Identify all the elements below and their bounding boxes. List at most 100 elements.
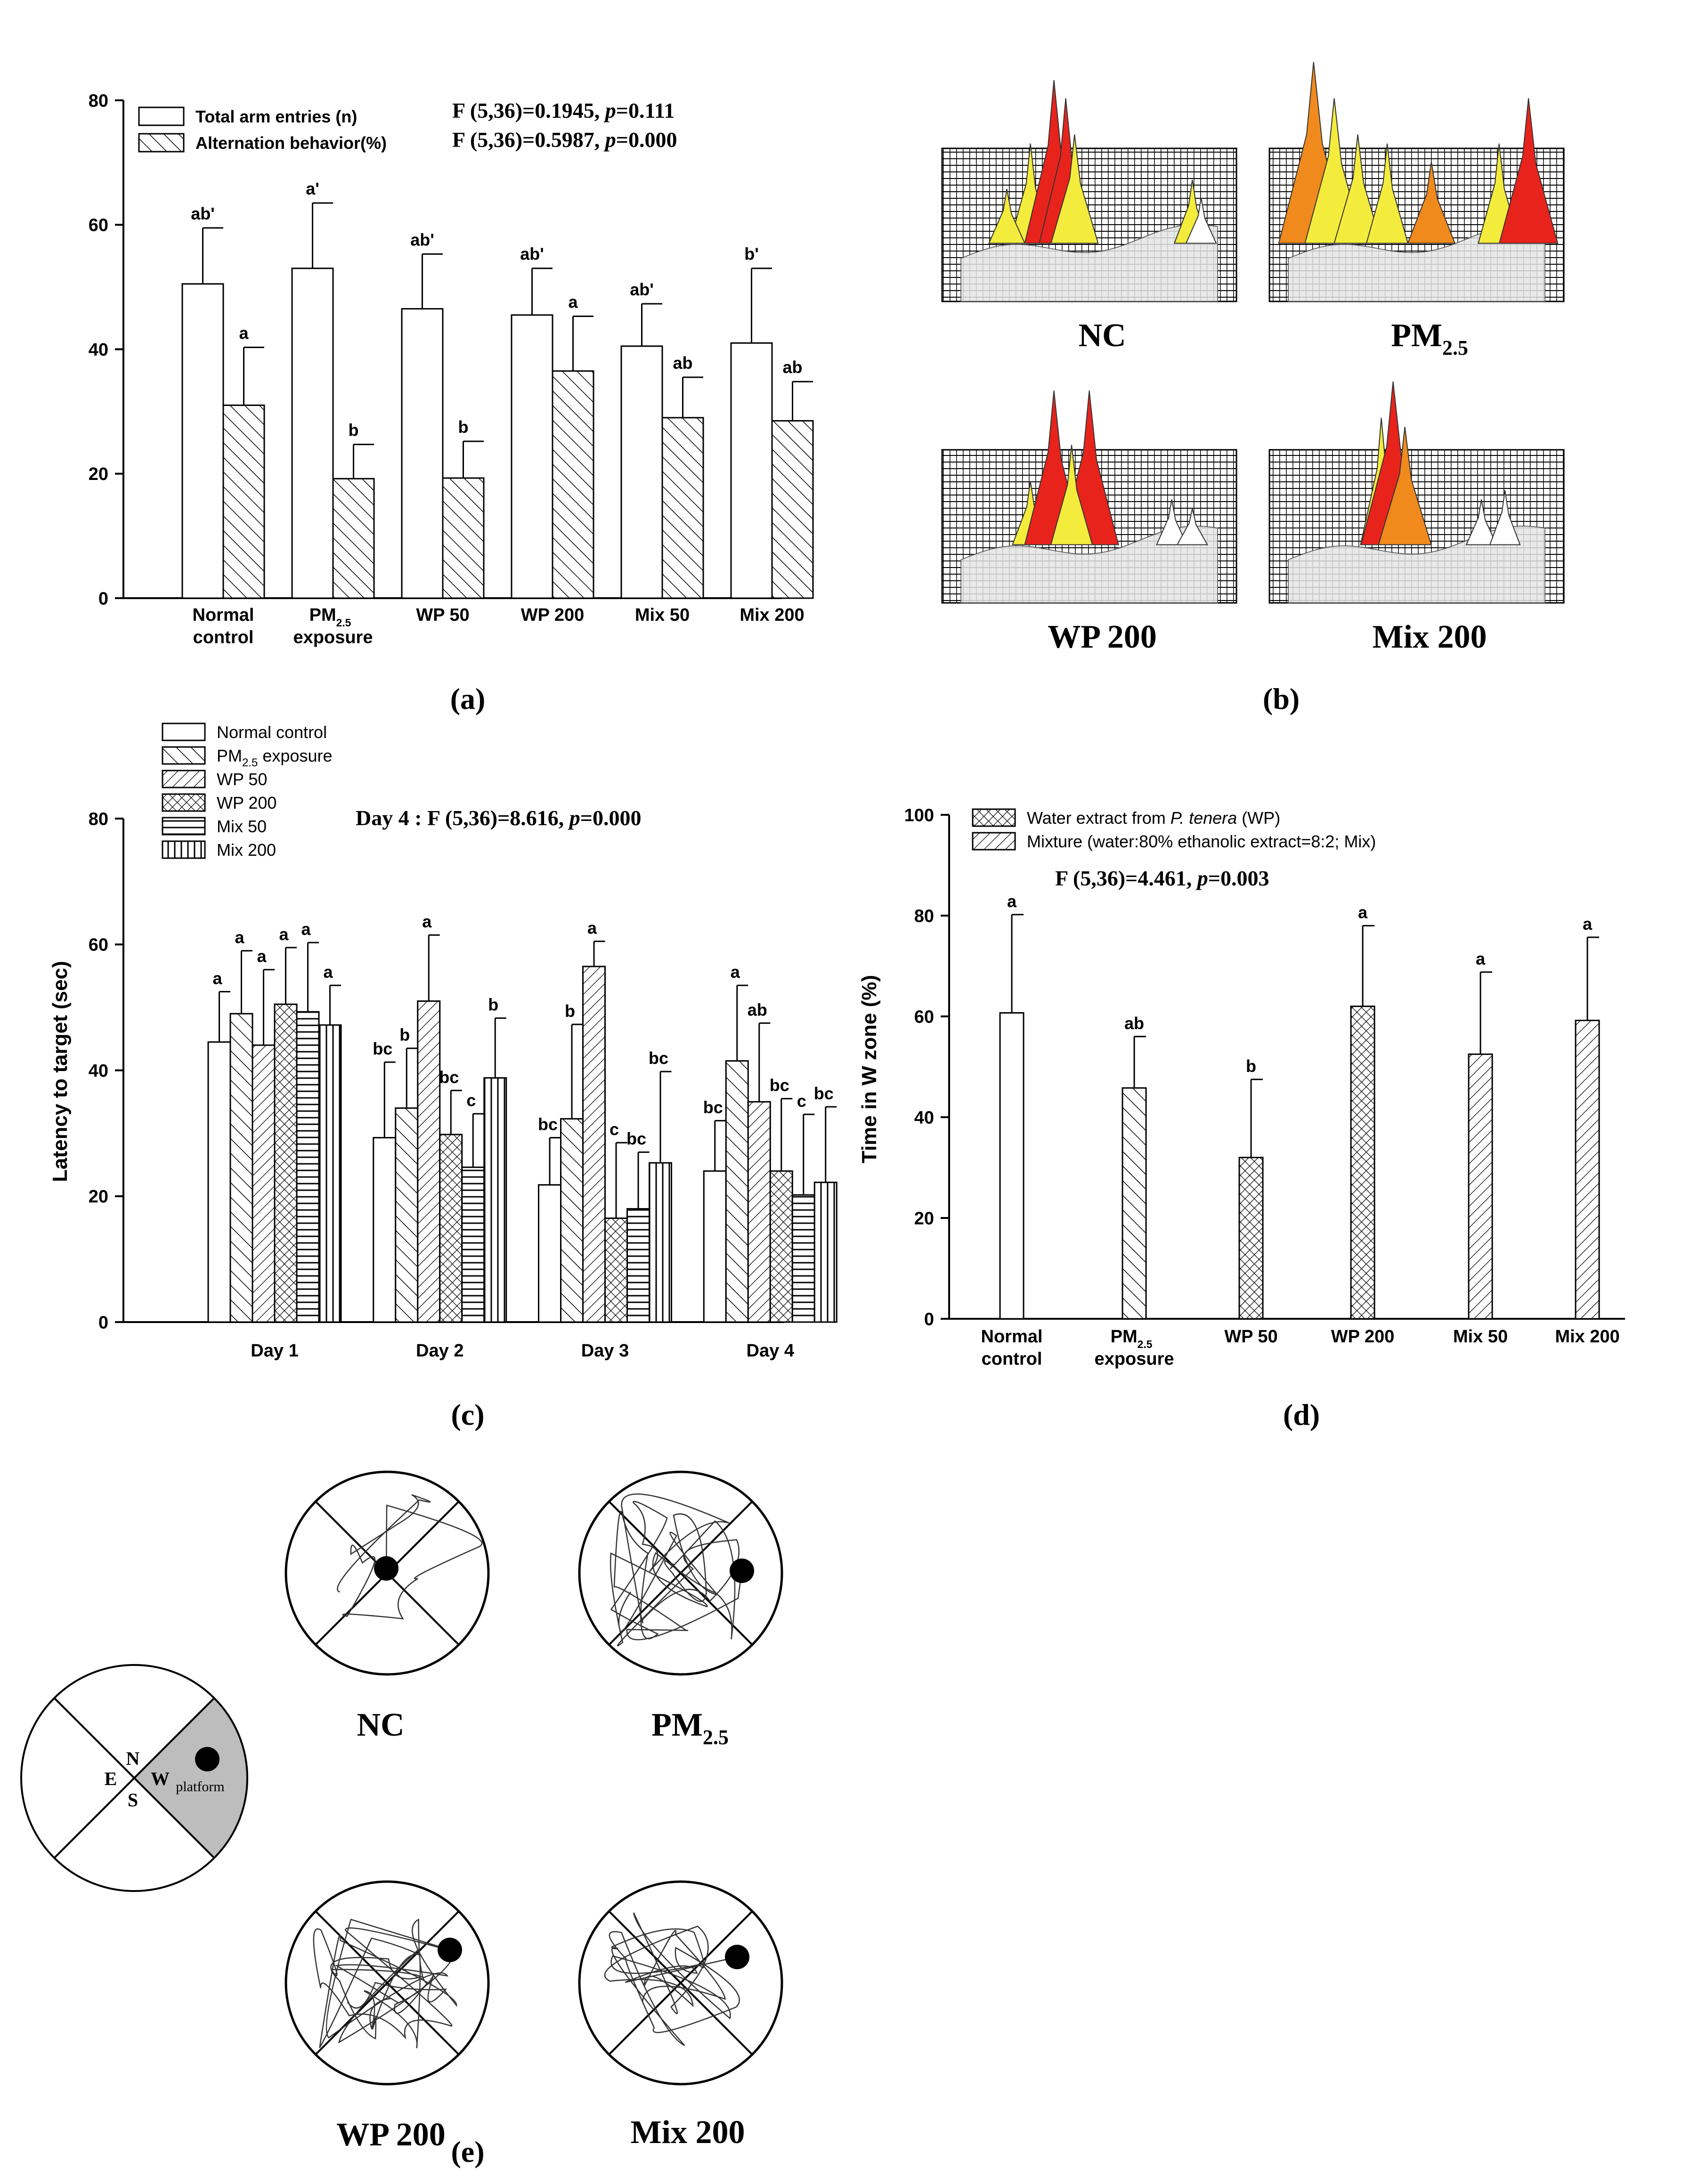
y-tick-label: 40 xyxy=(914,1108,934,1128)
significance-label: ab xyxy=(748,1000,767,1019)
legend-swatch xyxy=(162,817,206,836)
legend-swatch xyxy=(162,746,206,765)
swim-path-pool-wp-200: WP 200 xyxy=(285,1880,490,2153)
bar-wp-50-day-4 xyxy=(747,1101,771,1323)
significance-label: bc xyxy=(703,1097,723,1117)
heatmap-label-wp-200: WP 200 xyxy=(1048,619,1156,655)
heatmap-plot-mix-200: Mix 200 xyxy=(1268,381,1565,655)
heatmap-label-mix-200: Mix 200 xyxy=(1372,619,1487,655)
bar-mix-200-day-3 xyxy=(649,1162,672,1323)
significance-label: ab xyxy=(673,353,692,373)
x-tick-label-day-4: Day 4 xyxy=(747,1341,794,1361)
swim-path-pool-pm2-5: PM2.5 xyxy=(578,1470,783,1749)
stats-annotation: F (5,36)=0.5987, p=0.000 xyxy=(452,128,677,152)
legend-swatch xyxy=(162,723,206,741)
bar-normal-control-day-4 xyxy=(703,1170,727,1323)
panel-label-b: (b) xyxy=(1263,682,1300,715)
quadrant-divider xyxy=(608,1501,753,1646)
bar-wp-50-day-2 xyxy=(417,1000,441,1323)
x-tick-label-mix-200: Mix 200 xyxy=(1555,1327,1619,1347)
x-tick-label-day-1: Day 1 xyxy=(251,1341,298,1361)
x-tick-label-wp-200: WP 200 xyxy=(1331,1327,1394,1347)
legend-label: Mix 50 xyxy=(217,817,267,836)
bar-pm2-5-exposure-day-3 xyxy=(560,1118,584,1323)
bar-mix-50-day-4 xyxy=(791,1194,815,1323)
significance-label: bc xyxy=(373,1039,392,1058)
y-tick-label: 80 xyxy=(89,809,108,829)
significance-label: a xyxy=(235,928,244,947)
significance-label: ab xyxy=(782,357,802,377)
significance-label: a xyxy=(279,925,289,944)
stats-annotation: F (5,36)=4.461, p=0.003 xyxy=(1055,866,1269,890)
significance-label: a xyxy=(1583,914,1593,934)
significance-label: bc xyxy=(814,1084,834,1103)
heatmap-plot-wp-200: WP 200 xyxy=(941,390,1237,655)
bar-mix-200-day-1 xyxy=(318,1024,342,1323)
bar-wp-50 xyxy=(1238,1157,1264,1320)
bar-wp-200-day-3 xyxy=(604,1218,628,1323)
panel-label-e: (e) xyxy=(451,2135,484,2168)
y-tick-label: 80 xyxy=(89,91,108,111)
legend-label: Total arm entries (n) xyxy=(195,107,357,126)
y-tick-label: 100 xyxy=(904,805,934,825)
heatmap-peak xyxy=(1378,427,1432,545)
heatmap-peak xyxy=(1050,445,1093,545)
quadrant-divider xyxy=(53,1697,215,1859)
significance-label: a xyxy=(731,962,740,982)
legend-label: WP 200 xyxy=(217,793,276,812)
significance-label: c xyxy=(610,1120,619,1139)
swim-path-pool-mix-200: Mix 200 xyxy=(578,1880,783,2151)
bar-alternation-behavior-pm2-5-exposure xyxy=(332,478,375,599)
bar-normal-control xyxy=(999,1012,1024,1320)
compass-letter-e: E xyxy=(105,1768,117,1789)
y-axis-title: Time in W zone (%) xyxy=(858,975,881,1163)
bar-total-arm-entries-n-normal-control xyxy=(181,283,224,599)
legend-label: Mixture (water:80% ethanolic extract=8:2… xyxy=(1027,832,1376,851)
significance-label: a xyxy=(1007,892,1017,911)
significance-label: a xyxy=(323,962,333,982)
legend-swatch xyxy=(162,840,206,859)
panel-label-a: (a) xyxy=(450,682,486,715)
bar-wp-50-day-1 xyxy=(252,1044,276,1323)
pool-outline xyxy=(285,1470,490,1676)
heatmap-plot-nc: NC xyxy=(941,80,1237,354)
y-tick-label: 20 xyxy=(914,1209,934,1228)
legend-swatch xyxy=(972,832,1016,851)
bar-alternation-behavior-mix-200 xyxy=(771,420,814,599)
legend-swatch xyxy=(162,770,206,788)
platform-marker xyxy=(730,1559,754,1583)
y-tick-label: 40 xyxy=(89,340,108,360)
bar-total-arm-entries-n-wp-50 xyxy=(401,308,444,599)
bar-mix-50-day-2 xyxy=(461,1166,485,1323)
y-tick-label: 60 xyxy=(89,216,108,235)
legend-label: Water extract from P. tenera (WP) xyxy=(1027,808,1280,828)
significance-label: a xyxy=(568,292,578,311)
significance-label: ab' xyxy=(410,230,434,249)
y-tick-label: 0 xyxy=(98,589,108,609)
significance-label: bc xyxy=(439,1067,459,1087)
bar-wp-200-day-4 xyxy=(769,1170,793,1323)
bar-normal-control-day-2 xyxy=(373,1137,397,1323)
bar-total-arm-entries-n-mix-50 xyxy=(620,345,663,599)
bar-normal-control-day-3 xyxy=(538,1184,561,1323)
bar-mix-50-day-3 xyxy=(626,1208,650,1323)
swim-trajectory xyxy=(337,1494,483,1620)
swim-trajectory xyxy=(604,1912,740,2046)
target-quadrant xyxy=(134,1698,247,1858)
pool-label-nc: NC xyxy=(357,1707,404,1743)
panel-label-c: (c) xyxy=(451,1398,484,1431)
compass-letter-s: S xyxy=(128,1789,138,1811)
swim-path-pool-nc: NC xyxy=(285,1470,490,1743)
significance-label: a xyxy=(587,918,597,938)
pool-outline xyxy=(20,1664,248,1892)
bar-mix-200-day-4 xyxy=(813,1181,837,1323)
bar-wp-50-day-3 xyxy=(582,966,606,1323)
bar-total-arm-entries-n-pm2-5-exposure xyxy=(291,268,334,599)
heatmap-peak xyxy=(1185,198,1217,244)
platform-marker xyxy=(374,1556,398,1581)
bar-total-arm-entries-n-wp-200 xyxy=(511,314,553,599)
panel-b-heatmap-panel: NC PM2.5 WP 200 Mix 200 xyxy=(941,62,1565,655)
significance-label: a xyxy=(301,919,311,939)
